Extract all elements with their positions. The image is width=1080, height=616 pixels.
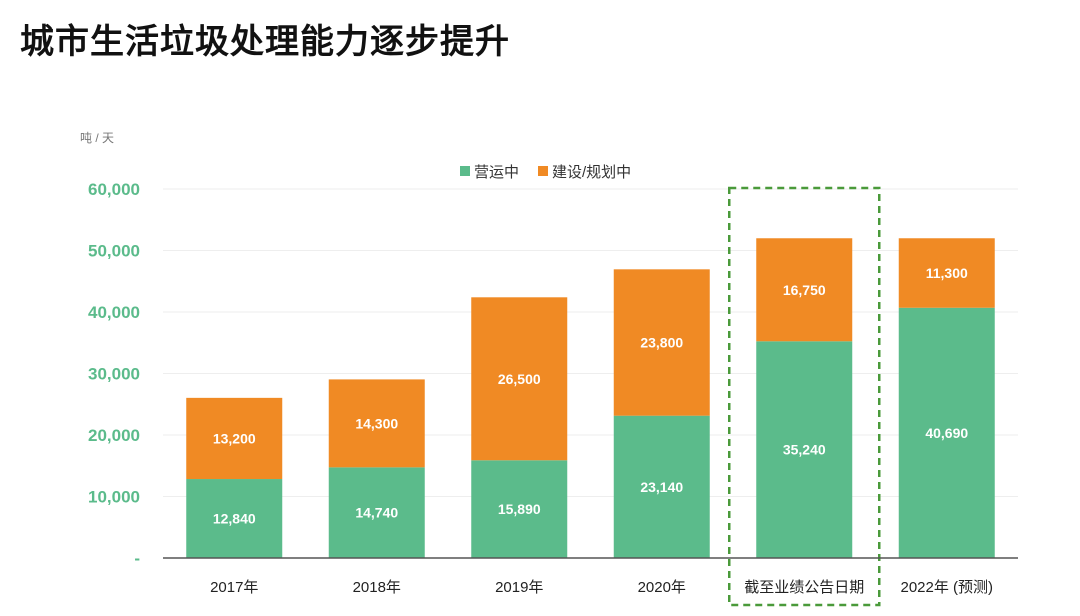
data-label: 14,300 [355, 415, 398, 431]
data-label: 26,500 [498, 371, 541, 387]
bar-segment [328, 379, 425, 468]
data-label: 15,890 [498, 501, 541, 517]
data-label: 23,800 [640, 335, 683, 351]
y-tick-label: 10,000 [88, 488, 140, 507]
bar-segment [756, 238, 853, 342]
bar-segment [898, 307, 995, 558]
data-label: 14,740 [355, 505, 398, 521]
y-tick-label: 20,000 [88, 426, 140, 445]
bar-segment [186, 479, 283, 558]
y-axis-unit-label: 吨 / 天 [80, 131, 114, 145]
y-tick-label: 50,000 [88, 242, 140, 261]
highlight-dashed-box [728, 186, 881, 607]
x-tick-label: 2020年 [638, 579, 686, 596]
bar-segment [328, 467, 425, 558]
data-label: 13,200 [213, 430, 256, 446]
legend-label: 建设/规划中 [552, 164, 631, 181]
bar-segment [756, 341, 853, 558]
legend-label: 营运中 [474, 164, 519, 181]
data-label: 23,140 [640, 479, 683, 495]
legend-swatch [538, 166, 548, 176]
x-tick-label: 2022年 (预测) [900, 579, 993, 596]
x-tick-label: 2018年 [353, 579, 401, 596]
x-tick-label: 2017年 [210, 579, 258, 596]
bar-segment [471, 297, 568, 461]
data-label: 12,840 [213, 511, 256, 527]
y-tick-label: 60,000 [88, 180, 140, 199]
y-tick-label: 40,000 [88, 303, 140, 322]
data-label: 16,750 [783, 282, 826, 298]
legend-swatch [460, 166, 470, 176]
bar-segment [613, 269, 710, 416]
page-title: 城市生活垃圾处理能力逐步提升 [20, 22, 510, 62]
y-tick-label: 30,000 [88, 365, 140, 384]
bar-segment [471, 460, 568, 558]
data-label: 11,300 [926, 265, 968, 281]
bar-segment [186, 397, 283, 480]
bar-segment [613, 415, 710, 558]
x-tick-label: 截至业绩公告日期 [744, 579, 864, 596]
data-label: 35,240 [783, 442, 826, 458]
data-label: 40,690 [925, 425, 968, 441]
y-tick-label: - [134, 549, 140, 568]
x-tick-label: 2019年 [495, 579, 543, 596]
bar-segment [898, 238, 995, 308]
